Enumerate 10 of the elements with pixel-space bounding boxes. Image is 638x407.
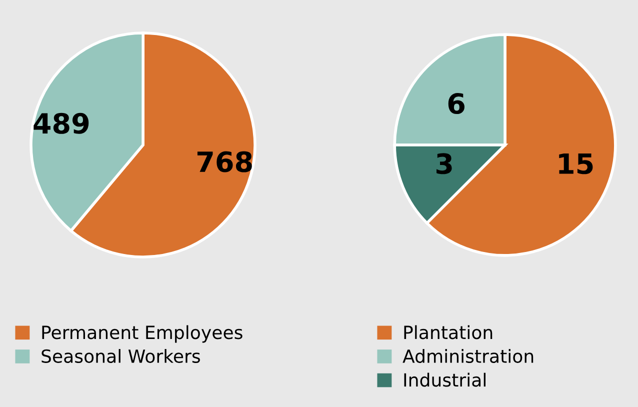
legend-label: Administration bbox=[402, 349, 534, 363]
data-label: 489 bbox=[34, 112, 89, 134]
legend-label: Plantation bbox=[404, 325, 492, 340]
data-label: 3 bbox=[436, 153, 452, 174]
data-label: 15 bbox=[559, 154, 593, 174]
data-label: 6 bbox=[448, 93, 464, 114]
data-label: 768 bbox=[197, 151, 252, 172]
legend-label: Industrial bbox=[404, 372, 486, 387]
legend-label: Permanent Employees bbox=[42, 325, 242, 343]
legend-label: Seasonal Workers bbox=[42, 349, 200, 363]
